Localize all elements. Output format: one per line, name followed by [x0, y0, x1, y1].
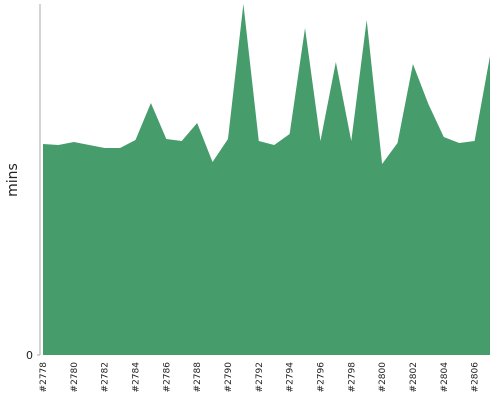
area [43, 4, 490, 355]
x-tick-label: #2800 [378, 362, 388, 393]
x-tick-label: #2778 [39, 362, 49, 393]
x-tick-label: #2792 [255, 362, 265, 392]
x-tick-label: #2794 [286, 362, 296, 393]
x-tick-label: #2798 [347, 362, 357, 393]
x-tick-label: #2790 [224, 362, 234, 393]
x-tick-label: #2786 [162, 362, 172, 393]
x-tick-label: #2806 [471, 362, 481, 393]
y-tick-label: 0 [26, 349, 33, 362]
y-axis-label: mins [5, 163, 21, 197]
x-tick-label: #2788 [193, 362, 203, 393]
x-tick-label: #2780 [70, 362, 80, 393]
x-tick-label: #2804 [440, 362, 450, 393]
x-tick-label: #2782 [101, 362, 111, 392]
x-tick-label: #2784 [131, 362, 141, 393]
x-tick-label: #2802 [409, 362, 419, 392]
x-tick-label: #2796 [316, 362, 326, 393]
